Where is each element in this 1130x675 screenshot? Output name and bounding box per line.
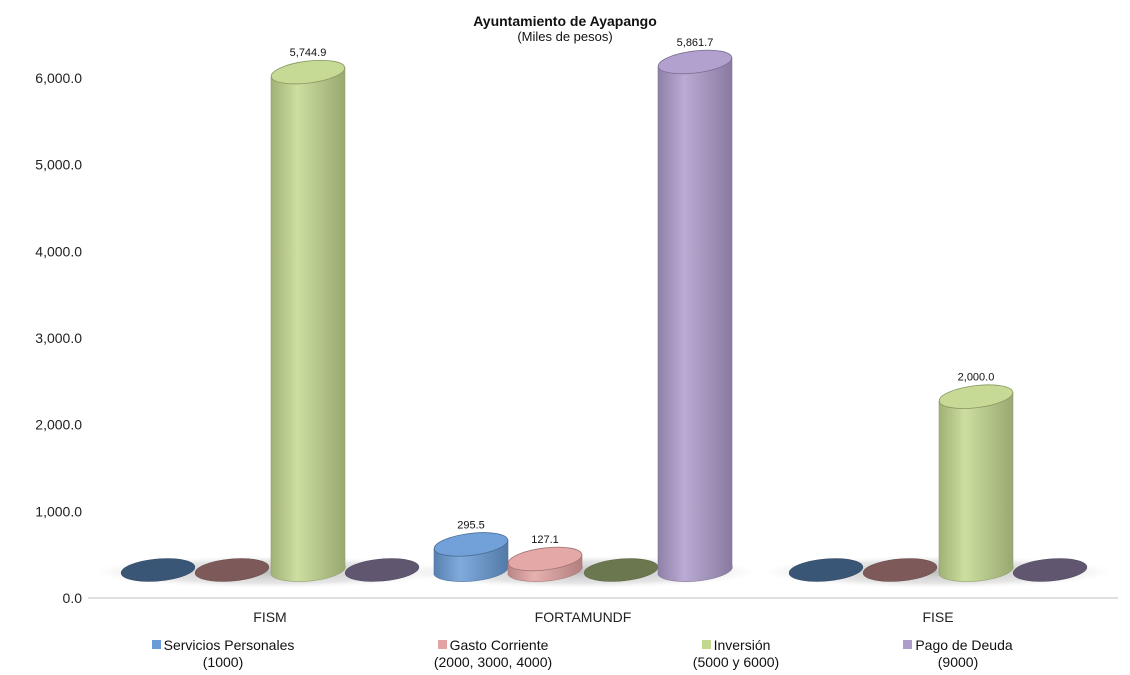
bar-pago-de-deuda-fise [1012, 558, 1088, 582]
bar-gasto-corriente-fism [194, 558, 270, 582]
bar-top-inversion-fise [938, 384, 1014, 409]
x-tick-label-fise: FISE [922, 609, 953, 625]
chart-title: Ayuntamiento de Ayapango [473, 13, 657, 29]
y-tick-label: 4,000.0 [35, 243, 82, 259]
legend: Servicios Personales (1000) Gasto Corrie… [0, 637, 1130, 673]
data-label-inversion-fism: 5,744.9 [290, 47, 327, 59]
legend-item-gasto-corriente: Gasto Corriente (2000, 3000, 4000) [418, 637, 568, 671]
legend-swatch-pago-de-deuda [903, 640, 913, 649]
legend-swatch-inversion [701, 640, 711, 649]
legend-sublabel-servicios-personales: (1000) [202, 654, 244, 670]
bar-pago-de-deuda-fism [344, 558, 420, 582]
bar-top-pago-de-deuda-fortamundf [657, 49, 733, 75]
bar-inversion-fise [938, 391, 1014, 582]
y-tick-label: 3,000.0 [35, 330, 82, 346]
legend-swatch-gasto-corriente [437, 640, 447, 649]
data-label-servicios-personales-fortamundf: 295.5 [457, 519, 485, 531]
y-tick-label: 0.0 [63, 590, 83, 606]
legend-sublabel-inversion: (5000 y 6000) [692, 654, 780, 670]
data-label-pago-de-deuda-fortamundf: 5,861.7 [677, 37, 714, 49]
chart-title-block: Ayuntamiento de Ayapango (Miles de pesos… [0, 13, 1130, 45]
x-tick-label-fortamundf: FORTAMUNDF [535, 609, 632, 625]
bar-top-gasto-corriente-fortamundf [507, 546, 583, 572]
bar-servicios-personales-fise [788, 558, 864, 582]
y-tick-label: 5,000.0 [35, 157, 82, 173]
data-label-inversion-fise: 2,000.0 [958, 372, 995, 384]
bar-gasto-corriente-fise [862, 558, 938, 582]
y-tick-label: 2,000.0 [35, 417, 82, 433]
bar-top-inversion-fism [270, 59, 346, 85]
y-tick-label: 1,000.0 [35, 503, 82, 519]
legend-swatch-servicios-personales [151, 640, 161, 649]
y-tick-label: 6,000.0 [35, 70, 82, 86]
legend-label-pago-de-deuda: Pago de Deuda [915, 637, 1013, 653]
data-label-gasto-corriente-fortamundf: 127.1 [531, 534, 559, 546]
legend-label-inversion: Inversión [713, 637, 771, 653]
legend-item-pago-de-deuda: Pago de Deuda (9000) [893, 637, 1023, 671]
bar-pago-de-deuda-fortamundf [657, 57, 733, 582]
legend-sublabel-pago-de-deuda: (9000) [937, 654, 979, 670]
legend-sublabel-gasto-corriente: (2000, 3000, 4000) [433, 654, 553, 670]
chart-subtitle: (Miles de pesos) [517, 29, 613, 44]
bar-servicios-personales-fism [120, 558, 196, 582]
bar-top-servicios-personales-fortamundf [433, 532, 509, 557]
bar-inversion-fism [270, 67, 346, 582]
legend-label-servicios-personales: Servicios Personales [163, 637, 295, 653]
legend-label-gasto-corriente: Gasto Corriente [449, 637, 549, 653]
legend-item-servicios-personales: Servicios Personales (1000) [148, 637, 298, 671]
legend-item-inversion: Inversión (5000 y 6000) [676, 637, 796, 671]
x-tick-label-fism: FISM [253, 609, 286, 625]
